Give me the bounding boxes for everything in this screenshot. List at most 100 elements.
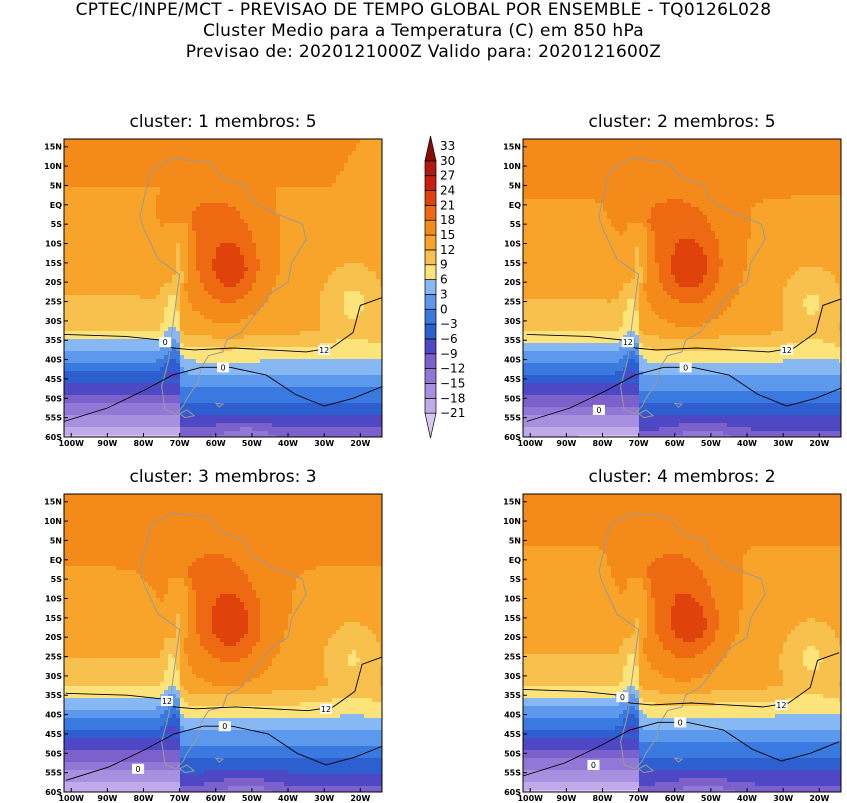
panel-4-contour-label-box-2 bbox=[674, 717, 687, 728]
panel-2-xtick-label-0: 100W bbox=[517, 439, 543, 448]
panel-3-xtick-label-2: 80W bbox=[134, 794, 154, 803]
panel-1-contour-label-0: 12 bbox=[319, 346, 329, 355]
panel-3-ytick-label-11: 40S bbox=[45, 711, 62, 720]
panel-1-contour-label-box-2 bbox=[217, 362, 229, 373]
panel-1-contour-label-2: 0 bbox=[220, 363, 225, 372]
panel-3-contour-label-box-3 bbox=[132, 763, 145, 774]
panel-1-ytick-label-0: 15N bbox=[44, 143, 62, 152]
colorbar-label-13: 18 bbox=[440, 213, 455, 227]
panel-4-ytick-label-12: 45S bbox=[504, 730, 521, 739]
panel-1-ytick-label-15: 60S bbox=[45, 433, 62, 442]
colorbar-swatch-13 bbox=[424, 219, 437, 236]
panel-2-island-1 bbox=[673, 402, 684, 408]
colorbar-swatch-4 bbox=[424, 353, 437, 369]
colorbar-swatch-1 bbox=[424, 397, 437, 414]
panel-3-field: 12 12 0 0 bbox=[64, 494, 382, 792]
panel-2-xtick-label-2: 80W bbox=[593, 439, 613, 448]
panel-title-1: cluster: 1 membros: 5 bbox=[64, 112, 382, 132]
panel-1-xtick-label-4: 60W bbox=[206, 439, 226, 448]
panel-4-contour-label-box-1 bbox=[616, 692, 629, 703]
panel-3-ytick-label-2: 5N bbox=[50, 536, 62, 545]
panel-4-ytick-label-0: 15N bbox=[503, 498, 521, 507]
panel-4-contour-label-box-3 bbox=[587, 759, 600, 770]
colorbar-label-7: 0 bbox=[440, 302, 448, 316]
panel-2-contour-label-0: 12 bbox=[782, 346, 792, 355]
panel-4-ytick-label-4: 5S bbox=[510, 575, 522, 584]
panel-3-contour-0 bbox=[65, 725, 382, 781]
panel-3-contour-label-3: 0 bbox=[136, 765, 141, 774]
panel-3-ytick-label-12: 45S bbox=[45, 730, 62, 739]
panel-2-contour-12 bbox=[526, 298, 841, 353]
colorbar-label-14: 21 bbox=[440, 198, 455, 212]
panel-2-ytick-label-9: 30S bbox=[504, 317, 521, 326]
panel-2-contour-label-2: 0 bbox=[683, 363, 688, 372]
panel-4-xtick-label-2: 80W bbox=[593, 794, 613, 803]
colorbar-swatch-15 bbox=[424, 190, 437, 206]
colorbar-swatch-14 bbox=[424, 205, 437, 221]
panel-3-ytick-label-1: 10N bbox=[44, 517, 62, 526]
colorbar-label-17: 30 bbox=[440, 154, 455, 168]
panel-4-plot: 12 0 0 0 15N 10N 5N EQ 5S 10S 15S 20S 25S 30S 35S 40S 45… bbox=[503, 493, 842, 803]
colorbar-label-12: 15 bbox=[440, 228, 455, 242]
panel-4-xtick-label-3: 70W bbox=[629, 794, 649, 803]
panel-3-contour-12 bbox=[65, 656, 382, 712]
panel-2-field: 12 12 0 0 bbox=[523, 139, 841, 437]
panel-1-ytick-label-3: EQ bbox=[50, 201, 62, 210]
colorbar-label-6: −3 bbox=[440, 317, 458, 331]
panel-1-ytick-label-14: 55S bbox=[45, 414, 62, 423]
panel-4-ytick-label-2: 5N bbox=[509, 536, 521, 545]
panel-3-ytick-label-10: 35S bbox=[45, 691, 62, 700]
panel-1-contour-label-box-1 bbox=[159, 337, 172, 348]
panel-2-ytick-label-4: 5S bbox=[510, 220, 522, 229]
panel-4-contour-label-0: 12 bbox=[776, 701, 786, 710]
colorbar-swatch-3 bbox=[424, 368, 437, 384]
panel-2-contour-label-box-1 bbox=[621, 337, 634, 348]
colorbar-label-3: −12 bbox=[440, 362, 465, 376]
panel-2-xtick-label-3: 70W bbox=[629, 439, 649, 448]
panel-4-ytick-label-11: 40S bbox=[504, 711, 521, 720]
panel-1-xtick-label-8: 20W bbox=[350, 439, 370, 448]
panel-3-xtick-label-4: 60W bbox=[206, 794, 226, 803]
panel-1-contour-12 bbox=[64, 297, 382, 353]
colorbar-top-arrow bbox=[424, 135, 437, 162]
panel-3-coastline bbox=[139, 512, 307, 770]
panel-3-xtick-label-1: 90W bbox=[97, 794, 117, 803]
panel-3-contour-label-box-2 bbox=[218, 721, 231, 732]
panel-3-contour-label-0: 12 bbox=[321, 705, 331, 714]
panel-3-ytick-label-14: 55S bbox=[45, 769, 62, 778]
panel-2-ytick-label-3: EQ bbox=[509, 201, 521, 210]
panel-3-frame bbox=[63, 493, 383, 793]
panel-4-contour-0 bbox=[523, 721, 840, 777]
panel-3-ytick-label-3: EQ bbox=[50, 556, 62, 565]
panel-3-ytick-label-13: 50S bbox=[45, 749, 62, 758]
panel-4-xtick-label-8: 20W bbox=[809, 794, 829, 803]
panel-1-xtick-label-5: 50W bbox=[242, 439, 262, 448]
colorbar-label-18: 33 bbox=[440, 139, 455, 153]
panel-2-ytick-label-0: 15N bbox=[503, 143, 521, 152]
panel-2-xtick-label-5: 50W bbox=[701, 439, 721, 448]
subtitle: Cluster Medio para a Temperatura (C) em … bbox=[0, 21, 847, 41]
panel-1-contour-label-box-0 bbox=[318, 344, 331, 355]
colorbar-label-9: 6 bbox=[440, 273, 448, 287]
panel-2-ytick-label-12: 45S bbox=[504, 375, 521, 384]
panel-3-island-1 bbox=[214, 757, 225, 763]
panel-4-xtick-label-0: 100W bbox=[517, 794, 543, 803]
panel-3-xtick-label-3: 70W bbox=[170, 794, 190, 803]
panel-2-contour-label-box-3 bbox=[592, 404, 605, 415]
colorbar-label-10: 9 bbox=[440, 258, 448, 272]
panel-2-contour-label-3: 0 bbox=[596, 406, 601, 415]
panel-1-ytick-label-5: 10S bbox=[45, 239, 62, 248]
panel-3-ytick-label-5: 10S bbox=[45, 594, 62, 603]
panel-4-ytick-label-9: 30S bbox=[504, 672, 521, 681]
panel-4-ytick-label-5: 10S bbox=[504, 594, 521, 603]
colorbar-label-11: 12 bbox=[440, 243, 455, 257]
colorbar-swatch-5 bbox=[424, 338, 437, 355]
panel-2-ytick-label-10: 35S bbox=[504, 336, 521, 345]
colorbar-label-5: −6 bbox=[440, 332, 458, 346]
colorbar-swatch-2 bbox=[424, 383, 437, 399]
panel-1-ytick-label-6: 15S bbox=[45, 259, 62, 268]
panel-2-xtick-label-1: 90W bbox=[556, 439, 576, 448]
panel-4-ytick-label-7: 20S bbox=[504, 633, 521, 642]
